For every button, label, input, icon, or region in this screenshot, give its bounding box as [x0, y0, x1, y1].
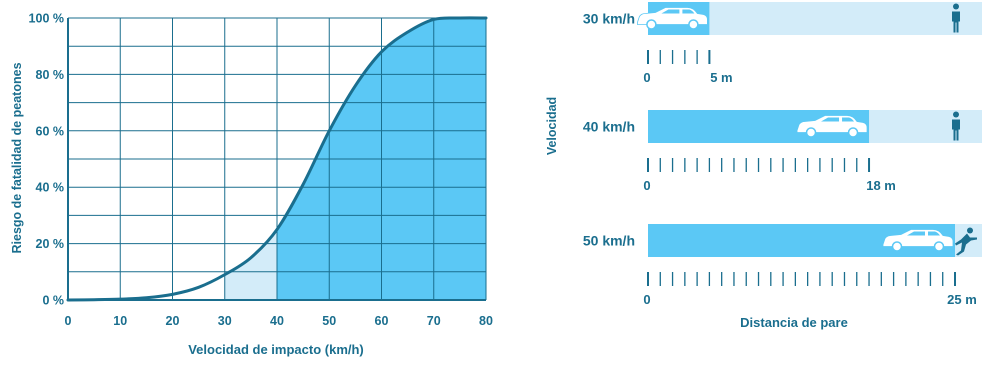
x-axis-label: Velocidad de impacto (km/h) — [188, 342, 364, 357]
car-wheel — [647, 20, 656, 29]
speed-rows: 30 km/h 0 5 m 40 km/h 0 18 m 50 km/h 0 25 m — [583, 2, 982, 307]
y-tick-labels: 0 % 20 % 40 % 60 % 80 % 100 % — [29, 12, 64, 308]
speed-label: 30 km/h — [583, 11, 635, 27]
y-tick-label: 0 % — [42, 294, 64, 308]
risk-curve-point — [459, 17, 460, 18]
ruler-zero-label: 0 — [643, 292, 650, 307]
car-wheel — [849, 128, 858, 137]
y-tick-label: 80 % — [36, 68, 65, 82]
risk-curve-point — [224, 274, 225, 275]
x-tick-labels: 0 10 20 30 40 50 60 70 80 — [65, 314, 493, 328]
risk-curve-point — [172, 294, 173, 295]
y-axis-label: Riesgo de fatalidad de peatones — [10, 62, 24, 253]
pedestrian-head — [953, 112, 959, 118]
ruler-zero-label: 0 — [643, 178, 650, 193]
x-tick-label: 0 — [65, 314, 72, 328]
distance-value-label: 18 m — [866, 178, 896, 193]
car-wheel — [893, 242, 902, 251]
x-tick-label: 50 — [322, 314, 336, 328]
risk-curve-point — [433, 19, 434, 20]
risk-curve-point — [381, 51, 382, 52]
risk-curve-point — [276, 229, 277, 230]
distance-value-label: 5 m — [710, 70, 732, 85]
risk-curve-point — [303, 184, 304, 185]
x-tick-label: 20 — [166, 314, 180, 328]
distance-ruler — [648, 158, 869, 172]
car-wheel — [935, 242, 944, 251]
fatality-risk-chart: 0 10 20 30 40 50 60 70 80 0 % 20 % 40 % 60 % 80 % 100… — [10, 12, 493, 358]
risk-curve-point — [250, 257, 251, 258]
y-tick-label: 40 % — [36, 181, 65, 195]
speed-row: 50 km/h 0 25 m — [583, 224, 982, 307]
pedestrian-head — [967, 228, 973, 234]
distance-ruler — [648, 272, 955, 286]
ruler-zero-label: 0 — [643, 70, 650, 85]
speed-row: 30 km/h 0 5 m — [583, 2, 982, 85]
pedestrian-head — [953, 4, 959, 10]
speed-label: 50 km/h — [583, 233, 635, 249]
risk-curve-point — [407, 31, 408, 32]
stopping-distance-label: Distancia de pare — [740, 315, 848, 330]
distance-value-label: 25 m — [947, 292, 977, 307]
x-tick-label: 70 — [427, 314, 441, 328]
stopping-distance-chart: Velocidad 30 km/h 0 5 m 40 km/h 0 18 m 50 km/h… — [545, 2, 982, 330]
speed-label: 40 km/h — [583, 119, 635, 135]
x-tick-label: 30 — [218, 314, 232, 328]
y-tick-label: 60 % — [36, 124, 65, 138]
car-wheel — [689, 20, 698, 29]
x-tick-label: 40 — [270, 314, 284, 328]
risk-curve-point — [146, 297, 147, 298]
x-tick-label: 10 — [113, 314, 127, 328]
y-tick-label: 100 % — [29, 12, 64, 26]
risk-curve-point — [329, 130, 330, 131]
speed-row: 40 km/h 0 18 m — [583, 110, 982, 193]
x-tick-label: 60 — [375, 314, 389, 328]
risk-curve-point — [355, 85, 356, 86]
x-tick-label: 80 — [479, 314, 493, 328]
car-wheel — [807, 128, 816, 137]
risk-curve-point — [485, 17, 486, 18]
y-tick-label: 20 % — [36, 237, 65, 251]
distance-ruler — [648, 50, 709, 64]
risk-curve-point — [198, 287, 199, 288]
velocity-axis-label: Velocidad — [545, 97, 559, 155]
